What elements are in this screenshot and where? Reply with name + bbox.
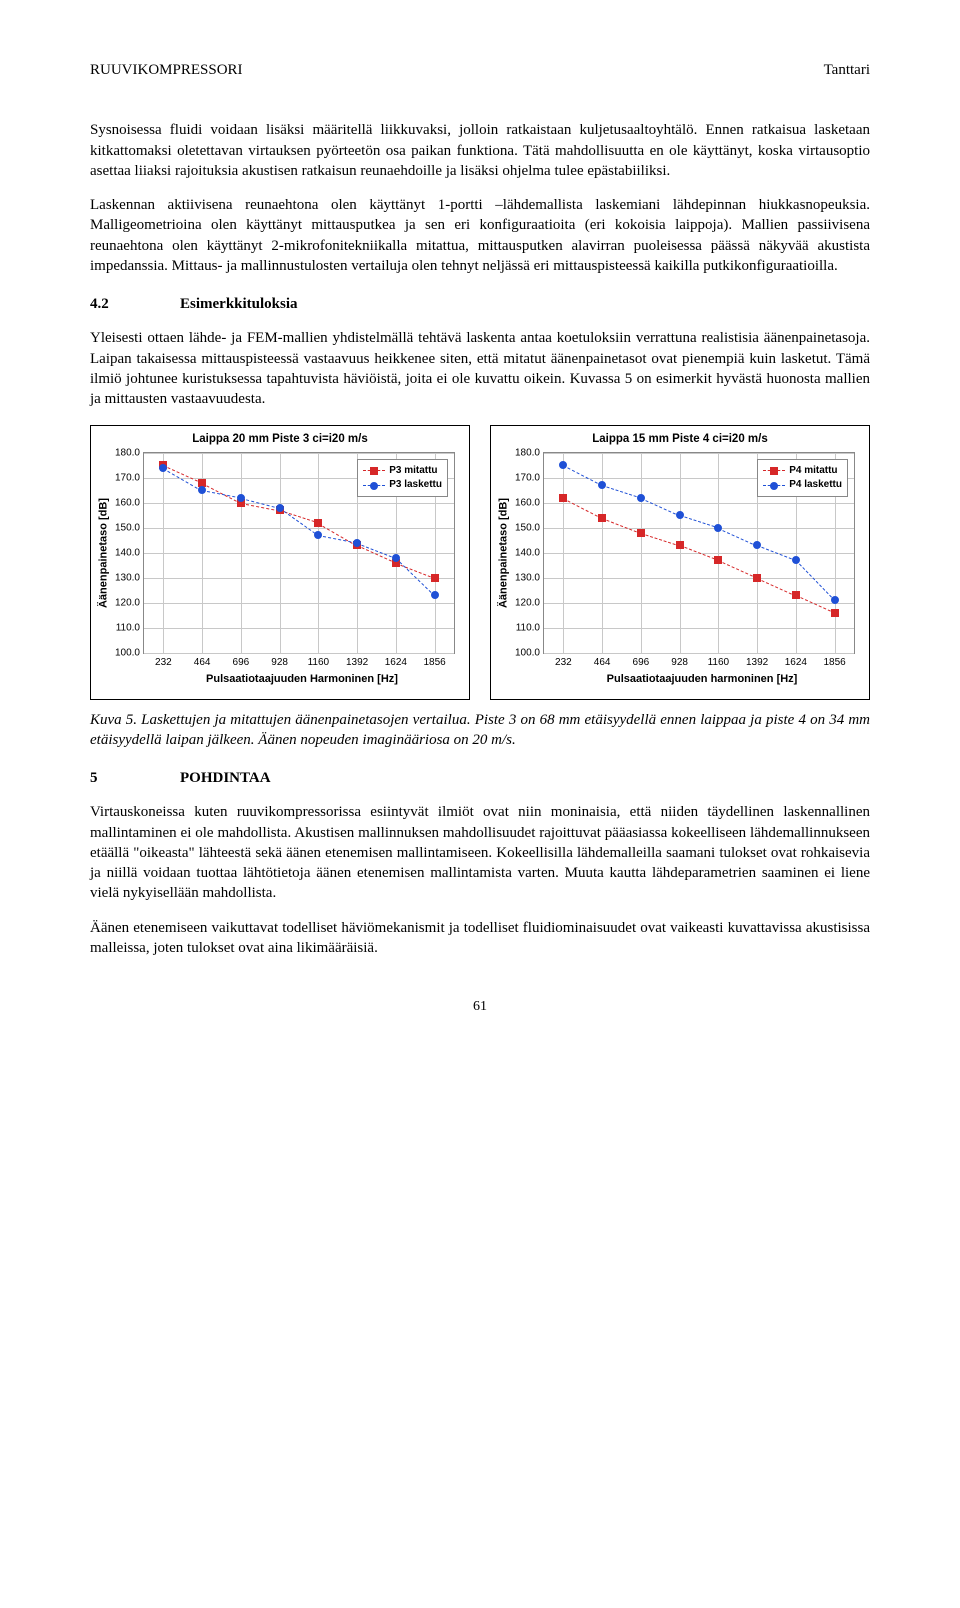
chart-left-ylabel: Äänenpainetaso [dB] [97, 498, 112, 608]
section-title: POHDINTAA [180, 768, 271, 788]
y-tick: 140.0 [515, 546, 540, 560]
x-tick: 1856 [424, 656, 446, 670]
x-tick: 696 [633, 656, 650, 670]
header-left: RUUVIKOMPRESSORI [90, 60, 243, 80]
chart-right-plot: Äänenpainetaso [dB] 100.0110.0120.0130.0… [543, 452, 855, 654]
paragraph-2: Laskennan aktiivisena reunaehtona olen k… [90, 195, 870, 276]
paragraph-3: Yleisesti ottaen lähde- ja FEM-mallien y… [90, 328, 870, 409]
data-marker [431, 591, 439, 599]
data-marker [237, 494, 245, 502]
data-marker [431, 574, 439, 582]
data-marker [637, 529, 645, 537]
data-marker [637, 494, 645, 502]
data-marker [392, 554, 400, 562]
section-title: Esimerkkituloksia [180, 294, 298, 314]
paragraph-5: Äänen etenemiseen vaikuttavat todelliset… [90, 918, 870, 959]
data-marker [753, 541, 761, 549]
x-tick: 232 [155, 656, 172, 670]
data-marker [598, 481, 606, 489]
data-marker [598, 514, 606, 522]
y-tick: 130.0 [515, 571, 540, 585]
x-tick: 1856 [824, 656, 846, 670]
data-marker [314, 531, 322, 539]
data-marker [559, 461, 567, 469]
x-tick: 232 [555, 656, 572, 670]
data-marker [353, 539, 361, 547]
y-tick: 140.0 [115, 546, 140, 560]
paragraph-4: Virtauskoneissa kuten ruuvikompressoriss… [90, 802, 870, 903]
y-tick: 110.0 [516, 621, 540, 635]
x-tick: 464 [194, 656, 211, 670]
x-tick: 464 [594, 656, 611, 670]
page-number: 61 [90, 998, 870, 1017]
data-marker [314, 519, 322, 527]
y-tick: 100.0 [515, 646, 540, 660]
chart-left: Laippa 20 mm Piste 3 ci=i20 m/s Äänenpai… [90, 425, 470, 699]
x-tick: 1160 [308, 656, 330, 670]
x-tick: 1624 [785, 656, 807, 670]
page-header: RUUVIKOMPRESSORI Tanttari [90, 60, 870, 80]
x-tick: 1392 [346, 656, 368, 670]
data-marker [831, 596, 839, 604]
header-right: Tanttari [824, 60, 870, 80]
y-tick: 120.0 [115, 596, 140, 610]
data-marker [792, 556, 800, 564]
chart-legend: P3 mitattuP3 laskettu [357, 459, 448, 497]
y-tick: 150.0 [115, 521, 140, 535]
chart-right-ylabel: Äänenpainetaso [dB] [497, 498, 512, 608]
data-marker [792, 591, 800, 599]
section-number: 5 [90, 768, 180, 788]
y-tick: 180.0 [515, 446, 540, 460]
data-marker [753, 574, 761, 582]
chart-legend: P4 mitattuP4 laskettu [757, 459, 848, 497]
y-tick: 110.0 [116, 621, 140, 635]
chart-left-plot: Äänenpainetaso [dB] 100.0110.0120.0130.0… [143, 452, 455, 654]
data-marker [276, 504, 284, 512]
section-4-2-heading: 4.2 Esimerkkituloksia [90, 294, 870, 314]
data-marker [676, 511, 684, 519]
x-tick: 1392 [746, 656, 768, 670]
chart-left-xlabel: Pulsaatiotaajuuden Harmoninen [Hz] [143, 672, 461, 687]
y-tick: 170.0 [115, 471, 140, 485]
x-tick: 1160 [708, 656, 730, 670]
x-tick: 928 [671, 656, 688, 670]
y-tick: 100.0 [115, 646, 140, 660]
legend-label: P3 laskettu [389, 478, 442, 492]
y-tick: 160.0 [515, 496, 540, 510]
y-tick: 180.0 [115, 446, 140, 460]
chart-left-title: Laippa 20 mm Piste 3 ci=i20 m/s [99, 432, 461, 448]
legend-label: P4 mitattu [789, 464, 837, 478]
chart-right-title: Laippa 15 mm Piste 4 ci=i20 m/s [499, 432, 861, 448]
x-tick: 696 [233, 656, 250, 670]
data-marker [714, 556, 722, 564]
section-5-heading: 5 POHDINTAA [90, 768, 870, 788]
y-tick: 160.0 [115, 496, 140, 510]
y-tick: 150.0 [515, 521, 540, 535]
x-tick: 1624 [385, 656, 407, 670]
data-marker [559, 494, 567, 502]
legend-label: P3 mitattu [389, 464, 437, 478]
y-tick: 170.0 [515, 471, 540, 485]
charts-row: Laippa 20 mm Piste 3 ci=i20 m/s Äänenpai… [90, 425, 870, 699]
legend-label: P4 laskettu [789, 478, 842, 492]
figure-5-caption: Kuva 5. Laskettujen ja mitattujen äänenp… [90, 710, 870, 751]
data-marker [198, 486, 206, 494]
data-marker [676, 541, 684, 549]
paragraph-1: Sysnoisessa fluidi voidaan lisäksi määri… [90, 120, 870, 181]
data-marker [714, 524, 722, 532]
x-tick: 928 [271, 656, 288, 670]
y-tick: 130.0 [115, 571, 140, 585]
chart-right: Laippa 15 mm Piste 4 ci=i20 m/s Äänenpai… [490, 425, 870, 699]
section-number: 4.2 [90, 294, 180, 314]
data-marker [831, 609, 839, 617]
y-tick: 120.0 [515, 596, 540, 610]
data-marker [159, 464, 167, 472]
chart-right-xlabel: Pulsaatiotaajuuden harmoninen [Hz] [543, 672, 861, 687]
